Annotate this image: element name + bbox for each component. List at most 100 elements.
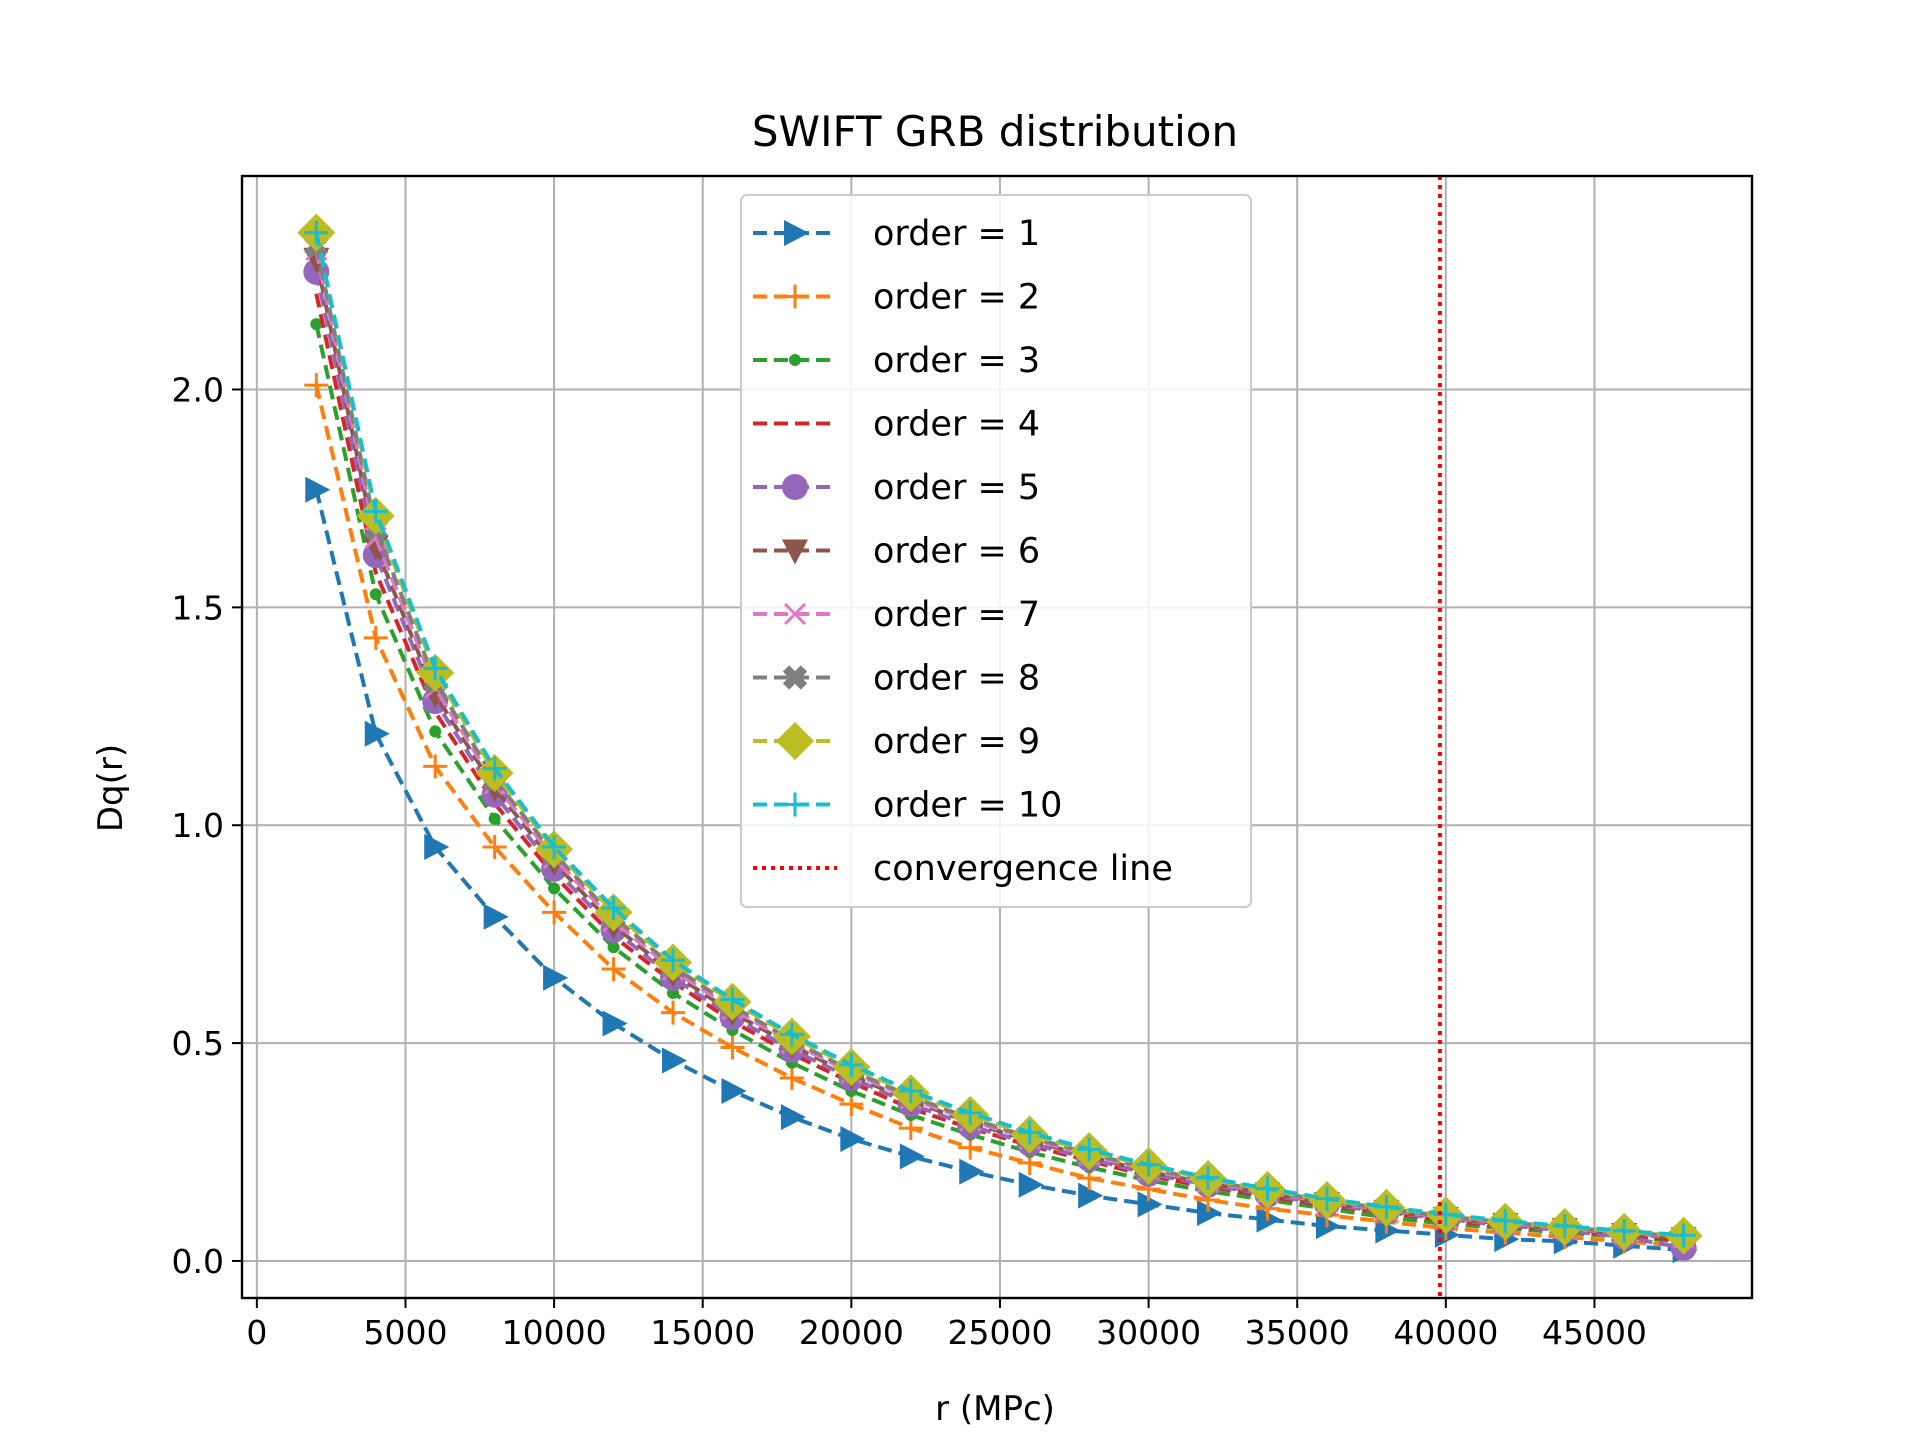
data-point — [958, 1100, 983, 1125]
data-point — [424, 834, 450, 861]
legend-label: order = 3 — [873, 341, 1040, 381]
legend-entry: order = 1 — [753, 214, 1040, 254]
legend-entry: order = 8 — [753, 659, 1040, 699]
legend-box — [740, 194, 1252, 908]
legend-label: order = 4 — [873, 405, 1040, 445]
data-point — [720, 1035, 745, 1060]
data-point — [601, 896, 626, 921]
data-point — [1433, 1202, 1458, 1227]
y-tick-label: 1.5 — [172, 588, 224, 627]
data-point — [782, 474, 808, 500]
data-point — [783, 602, 807, 626]
data-point — [304, 373, 329, 398]
data-point — [1197, 1200, 1223, 1227]
data-point — [305, 476, 331, 503]
legend-label: order = 10 — [873, 786, 1062, 826]
legend-entry: order = 9 — [753, 722, 1040, 762]
x-axis-label: r (MPc) — [935, 1389, 1055, 1429]
x-tick-label: 25000 — [947, 1313, 1052, 1352]
data-point — [776, 722, 814, 760]
chart-title: SWIFT GRB distribution — [752, 107, 1238, 156]
data-point — [364, 720, 390, 747]
x-tick-label: 5000 — [363, 1313, 447, 1352]
legend-label: order = 5 — [873, 468, 1040, 508]
x-tick-label: 15000 — [650, 1313, 755, 1352]
x-tick-label: 35000 — [1245, 1313, 1350, 1352]
data-point — [369, 588, 382, 601]
data-point — [898, 1079, 923, 1104]
data-point — [661, 1000, 686, 1025]
data-point — [542, 835, 567, 860]
data-point — [840, 1125, 866, 1152]
data-point — [1314, 1186, 1339, 1211]
data-point — [780, 1104, 806, 1131]
data-point — [779, 1065, 804, 1090]
x-tick-label: 0 — [246, 1313, 267, 1352]
axes: 0 5000 10000 15000 20000 25000 30000 35000 40000… — [172, 174, 1754, 1352]
legend-label: order = 1 — [873, 214, 1040, 254]
plot-area — [297, 176, 1703, 1298]
y-tick-label: 0.0 — [172, 1242, 224, 1281]
data-point — [1612, 1218, 1637, 1243]
data-point — [607, 941, 620, 954]
data-point — [782, 665, 808, 690]
data-point — [602, 1010, 628, 1037]
data-point — [423, 656, 448, 681]
legend-entry: order = 2 — [753, 278, 1040, 318]
legend-label: order = 6 — [873, 532, 1040, 572]
data-point — [363, 499, 388, 524]
legend: order = 1 order = 2 order = 3 order = 4 orde… — [740, 194, 1252, 908]
data-point — [1077, 1137, 1102, 1162]
data-point — [661, 948, 686, 973]
data-point — [782, 539, 808, 565]
data-point — [548, 882, 561, 895]
legend-label: convergence line — [873, 849, 1173, 889]
plot-frame — [240, 174, 1754, 1300]
legend-label: order = 9 — [873, 722, 1040, 762]
data-point — [601, 957, 626, 982]
legend-entry: order = 3 — [753, 341, 1040, 381]
x-tick-label: 30000 — [1096, 1313, 1201, 1352]
y-axis-label: Dq(r) — [91, 744, 131, 832]
x-tick-label: 10000 — [502, 1313, 607, 1352]
data-point — [839, 1052, 864, 1077]
data-point — [1018, 1171, 1044, 1198]
data-point — [423, 754, 448, 779]
legend-label: order = 8 — [873, 659, 1040, 699]
data-point — [783, 792, 807, 817]
data-point — [899, 1143, 925, 1170]
data-point — [959, 1158, 985, 1185]
legend-entry: order = 5 — [753, 468, 1040, 508]
legend-entry: order = 6 — [753, 532, 1040, 572]
series-10 — [304, 220, 1696, 1248]
data-point — [483, 903, 509, 930]
data-point — [1196, 1165, 1221, 1190]
x-tick-label: 40000 — [1393, 1313, 1498, 1352]
data-point — [1671, 1223, 1696, 1248]
data-point — [721, 1078, 747, 1105]
legend-entry: order = 10 — [753, 786, 1062, 826]
legend-entry: convergence line — [753, 849, 1173, 889]
data-point — [304, 220, 329, 245]
data-point — [1374, 1194, 1399, 1219]
data-point — [789, 354, 801, 366]
data-point — [783, 284, 807, 309]
data-point — [542, 900, 567, 925]
data-point — [1137, 1191, 1163, 1218]
data-point — [1078, 1182, 1104, 1209]
data-point — [1552, 1214, 1577, 1239]
legend-entry: order = 4 — [753, 405, 1040, 445]
legend-entry: order = 7 — [753, 595, 1040, 635]
data-point — [1255, 1176, 1280, 1201]
legend-label: order = 7 — [873, 595, 1040, 635]
data-point — [1493, 1208, 1518, 1233]
x-tick-label: 20000 — [799, 1313, 904, 1352]
data-point — [1136, 1152, 1161, 1177]
data-point — [720, 987, 745, 1012]
data-point — [784, 220, 809, 246]
data-point — [662, 1047, 688, 1074]
data-point — [482, 756, 507, 781]
y-tick-label: 2.0 — [172, 371, 224, 410]
